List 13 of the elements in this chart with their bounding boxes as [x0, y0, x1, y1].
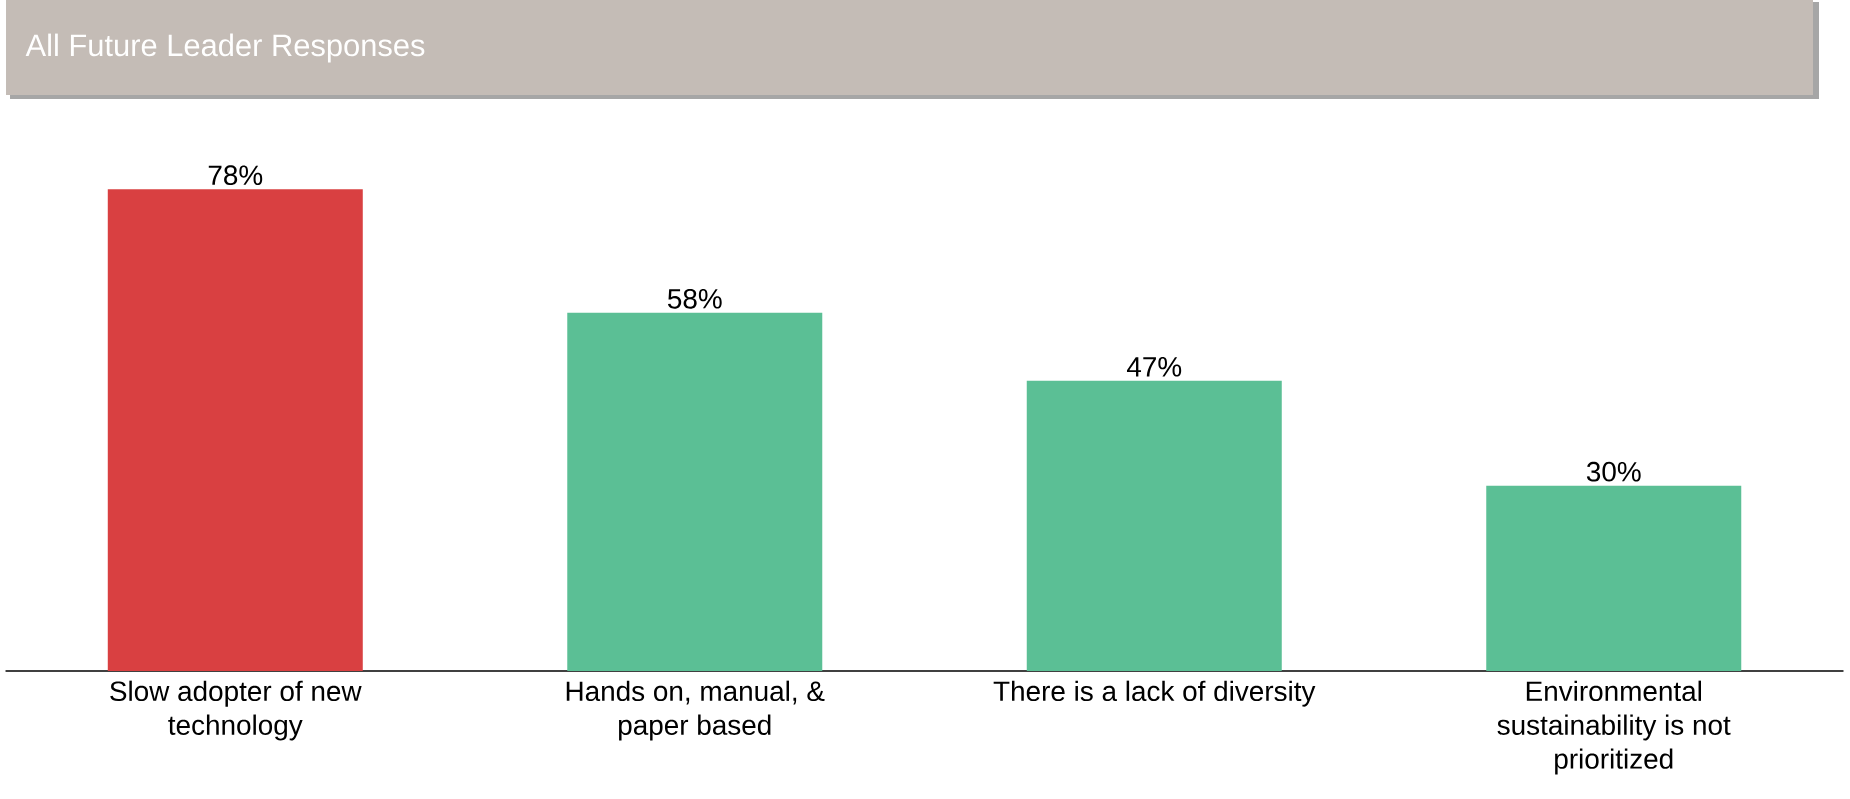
x-tick-label: Slow adopter of new technology — [110, 680, 362, 741]
data-label: 47% — [1126, 357, 1182, 377]
x-tick-label: There is a lack of diversity — [993, 680, 1316, 707]
bar — [567, 312, 823, 672]
chart-title: All Future Leader Responses — [25, 33, 425, 63]
data-label: 30% — [1586, 461, 1641, 482]
data-label: 78% — [208, 165, 263, 186]
bar — [107, 189, 363, 672]
x-tick-label: Environmental sustainability is not prioritized — [1497, 680, 1731, 775]
data-label: 58% — [667, 288, 722, 309]
bar — [1486, 485, 1742, 672]
bar — [1026, 380, 1282, 672]
x-tick-label: Hands on, manual, & paper based — [566, 680, 825, 741]
